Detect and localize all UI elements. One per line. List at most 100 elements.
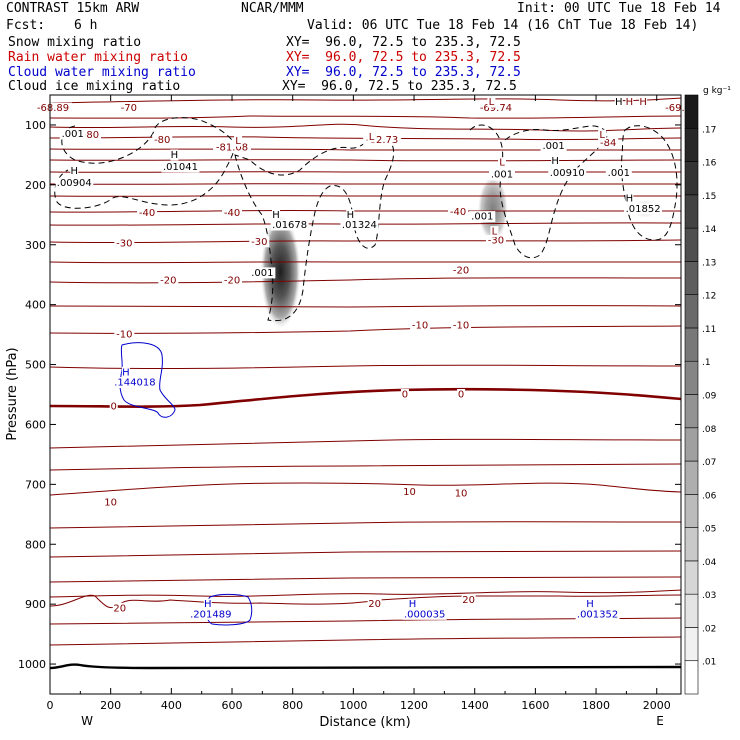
ice-contour-west bbox=[54, 117, 235, 209]
y-tick-label: 100 bbox=[25, 119, 46, 132]
isotherm-label-bg bbox=[454, 487, 469, 499]
cloud-ice-label-bg bbox=[346, 209, 355, 221]
cloud-ice-label-bg bbox=[170, 149, 179, 161]
isotherm-minus20 bbox=[50, 277, 681, 284]
colorbar-swatch bbox=[684, 527, 699, 562]
colorbar-level-label: .05 bbox=[702, 525, 716, 535]
isotherm-e bbox=[50, 171, 681, 173]
isotherm-label-bg bbox=[109, 400, 118, 412]
isotherm-label-bg bbox=[451, 265, 472, 277]
field-label-cloud-ice: Cloud ice mixing ratio bbox=[8, 79, 181, 94]
colorbar-swatch bbox=[684, 261, 699, 295]
west-label: W bbox=[81, 714, 93, 728]
isotherm-label-bg bbox=[363, 134, 402, 146]
x-tick-label: 1200 bbox=[400, 699, 428, 712]
isotherm-q bbox=[50, 589, 681, 598]
x-tick-label: 1400 bbox=[461, 699, 489, 712]
cloud-ice-label-bg bbox=[161, 161, 200, 173]
cloud-ice-label-bg bbox=[270, 219, 309, 231]
colorbar-swatch bbox=[684, 294, 699, 329]
rain-label: L bbox=[599, 130, 605, 141]
isotherm-label: 10 bbox=[455, 488, 468, 499]
isotherm-plus10 bbox=[50, 482, 681, 496]
field-xy-cloud-ice: XY= 96.0, 72.5 to 235.3, 72.5 bbox=[282, 79, 517, 94]
isotherm-label-bg bbox=[410, 320, 431, 332]
isotherm-i bbox=[50, 261, 681, 264]
cloud-water-label-bg bbox=[121, 366, 130, 378]
rain-label-bg bbox=[598, 129, 607, 141]
isotherm-label-bg bbox=[661, 102, 688, 114]
isotherm-zero bbox=[50, 387, 681, 408]
isotherm-label: -20 bbox=[160, 276, 176, 287]
x-tick-label: 2000 bbox=[643, 699, 671, 712]
cloud-water-label-bg bbox=[402, 608, 447, 620]
colorbar-swatch bbox=[684, 560, 699, 595]
cloud-water-label: H bbox=[204, 599, 212, 610]
isotherm-label: -20 bbox=[453, 266, 469, 277]
cloud-water-label: .144018 bbox=[114, 378, 155, 389]
cloud-ice-label: H bbox=[171, 150, 179, 161]
colorbar-level-label: .01 bbox=[702, 658, 716, 668]
field-xy-rain: XY= 96.0, 72.5 to 235.3, 72.5 bbox=[286, 50, 521, 65]
cloud-ice-label-bg bbox=[625, 193, 634, 205]
cloud-water-label: H bbox=[409, 599, 417, 610]
colorbar-level-label: .08 bbox=[702, 425, 717, 435]
colorbar-level-label: .13 bbox=[702, 258, 716, 268]
colorbar-level-label: .15 bbox=[702, 192, 716, 202]
cloud-water-label-bg bbox=[188, 608, 233, 620]
isotherm-label-bg bbox=[476, 102, 515, 114]
isotherm-label-bg bbox=[118, 102, 139, 114]
rain-label-bg bbox=[625, 96, 634, 108]
y-tick-label: 500 bbox=[25, 359, 46, 372]
cloud-ice-label-bg bbox=[70, 165, 79, 177]
rain-label: L bbox=[369, 132, 375, 143]
cloud-ice-label: H bbox=[71, 166, 79, 177]
isotherm-label-bg bbox=[114, 238, 135, 250]
isotherm-label: 20 bbox=[462, 595, 475, 606]
cloud-water-label-bg bbox=[575, 608, 620, 620]
isotherm-label: 0 bbox=[458, 389, 464, 400]
isotherm-s bbox=[50, 636, 681, 646]
cloud-ice-label: .01324 bbox=[342, 220, 377, 231]
isotherm-plus20 bbox=[50, 594, 681, 609]
colorbar-swatch bbox=[684, 593, 699, 628]
rain-label: L bbox=[489, 97, 495, 108]
isotherm-label-bg bbox=[80, 129, 101, 141]
cloud-water-label: .201489 bbox=[190, 609, 231, 620]
y-tick-label: 900 bbox=[25, 598, 46, 611]
colorbar-swatch bbox=[684, 394, 699, 429]
isotherm-g bbox=[50, 195, 681, 197]
colorbar-level-label: .12 bbox=[702, 292, 716, 302]
isotherm-label: -69.74 bbox=[480, 103, 512, 114]
isotherm-label: -40 bbox=[139, 208, 155, 219]
forecast-hour: 6 h bbox=[74, 18, 98, 33]
cloud-ice-label-bg bbox=[249, 267, 276, 279]
cloud-water-label-bg bbox=[112, 377, 157, 389]
x-tick-label: 800 bbox=[282, 699, 303, 712]
colorbar-level-label: .02 bbox=[702, 624, 716, 634]
colorbar-level-label: .04 bbox=[702, 558, 717, 568]
isotherm-label: -30 bbox=[488, 236, 504, 247]
isotherm-label: 20 bbox=[113, 603, 126, 614]
cloud-ice-label: .001 bbox=[542, 141, 564, 152]
colorbar-level-label: .14 bbox=[702, 225, 717, 235]
cloud-ice-label: .001 bbox=[251, 268, 273, 279]
rain-label-bg bbox=[498, 157, 507, 169]
rain-label-bg bbox=[490, 226, 499, 238]
isotherm-label: 0 bbox=[402, 389, 408, 400]
surface-terrain-line bbox=[50, 663, 681, 670]
isotherm-label-bg bbox=[598, 137, 619, 149]
colorbar-level-label: .1 bbox=[702, 358, 711, 368]
isotherm-label: -70 bbox=[121, 103, 137, 114]
y-tick-label: 800 bbox=[25, 538, 46, 551]
cloud-ice-labels: .001H.00904H.01041H.01678H.01324.001.001… bbox=[55, 96, 663, 279]
colorbar-level-label: .03 bbox=[702, 591, 716, 601]
isotherm-label: 10 bbox=[104, 497, 117, 508]
isotherm-label-bg bbox=[402, 486, 417, 498]
cloud-ice-label: H bbox=[626, 194, 634, 205]
colorbar-level-label: .09 bbox=[702, 392, 717, 402]
x-tick-label: 400 bbox=[161, 699, 182, 712]
plot-frame bbox=[49, 94, 682, 695]
colorbar-swatch bbox=[684, 427, 699, 462]
isotherm-label-bg bbox=[213, 142, 252, 154]
